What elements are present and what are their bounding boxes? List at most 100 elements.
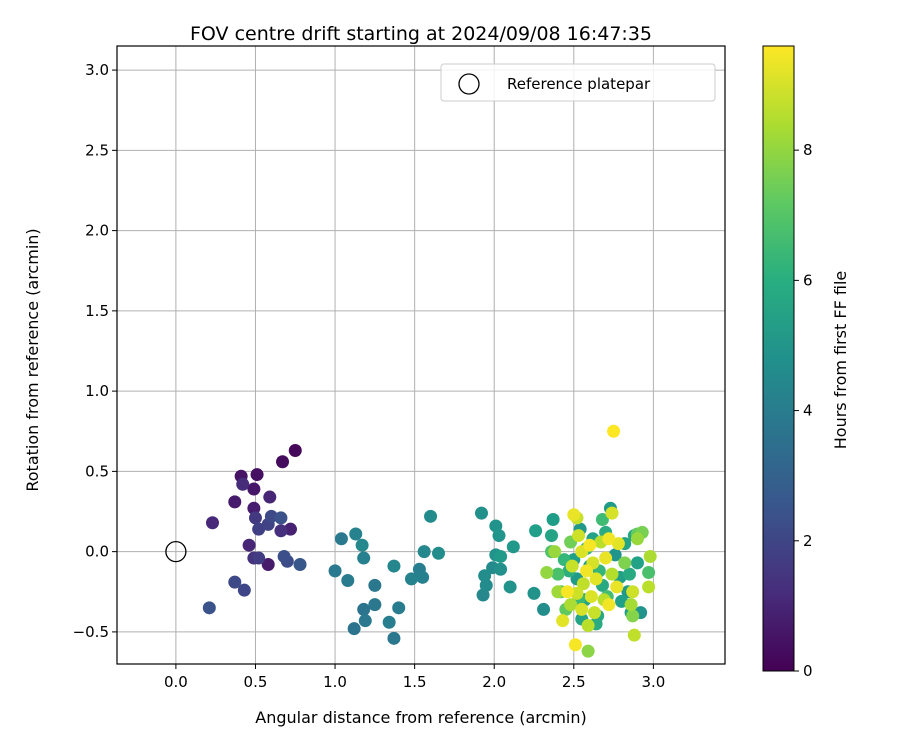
chart-title: FOV centre drift starting at 2024/09/08 …: [190, 23, 652, 45]
data-point: [548, 545, 562, 559]
data-point: [546, 513, 560, 527]
data-point: [630, 556, 644, 570]
colorbar: [762, 45, 795, 672]
colorbar-tick-label: 6: [803, 271, 813, 289]
data-point: [277, 549, 291, 563]
plot-frame: [116, 45, 726, 665]
data-point: [627, 628, 641, 642]
data-point: [576, 577, 590, 591]
data-point: [387, 559, 401, 573]
data-point: [618, 556, 632, 570]
data-point: [630, 532, 644, 546]
data-point: [357, 551, 371, 565]
data-point: [560, 585, 574, 599]
data-point: [205, 516, 219, 530]
colorbar-tick-label: 8: [803, 141, 813, 159]
data-point: [602, 598, 616, 612]
data-point: [537, 602, 551, 616]
x-axis-ticks: 0.0 0.5 1.0 1.5 2.0 2.5 3.0: [164, 664, 665, 691]
data-point: [479, 578, 493, 592]
data-point: [587, 606, 601, 620]
data-point: [565, 559, 579, 573]
data-point: [261, 557, 275, 571]
x-tick-label: 2.5: [562, 673, 586, 691]
data-point: [642, 580, 656, 594]
data-point: [589, 572, 603, 586]
colorbar-ticks: 0 2 4 6 8: [794, 141, 813, 680]
y-tick-label: −0.5: [73, 623, 109, 641]
data-point: [581, 618, 595, 632]
data-point: [368, 598, 382, 612]
data-point: [570, 586, 584, 600]
data-point: [568, 638, 582, 652]
y-tick-label: 1.5: [85, 302, 109, 320]
data-point: [605, 506, 619, 520]
data-point: [503, 580, 517, 594]
data-point: [237, 583, 251, 597]
data-point: [358, 614, 372, 628]
reference-marker: [165, 540, 187, 563]
data-point: [474, 506, 488, 520]
x-axis-label: Angular distance from reference (arcmin): [255, 708, 586, 727]
data-point: [478, 569, 492, 583]
data-point: [404, 572, 418, 586]
y-tick-label: 2.5: [85, 141, 109, 159]
data-point: [581, 644, 595, 658]
x-tick-label: 0.0: [164, 673, 188, 691]
data-point: [283, 522, 297, 536]
data-point: [417, 545, 431, 559]
data-point: [545, 529, 559, 543]
data-point: [349, 527, 363, 541]
data-point: [642, 566, 656, 580]
legend: Reference platepar: [440, 63, 716, 102]
data-point: [236, 477, 250, 491]
data-point: [432, 546, 446, 560]
data-point: [595, 513, 609, 527]
data-point: [605, 567, 619, 581]
data-point: [263, 490, 277, 504]
scatter-points: [202, 424, 657, 658]
y-tick-label: 0.0: [85, 543, 109, 561]
data-point: [583, 538, 597, 552]
data-point: [355, 538, 369, 552]
y-axis-label: Rotation from reference (arcmin): [23, 228, 42, 491]
data-point: [242, 538, 256, 552]
x-tick-label: 3.0: [641, 673, 665, 691]
data-point: [347, 622, 361, 636]
data-point: [492, 529, 506, 543]
y-tick-label: 2.0: [85, 222, 109, 240]
data-point: [264, 509, 278, 523]
data-point: [247, 482, 261, 496]
data-point: [293, 557, 307, 571]
data-point: [626, 585, 640, 599]
data-point: [494, 562, 508, 576]
reference-point-circle: [165, 540, 187, 563]
data-point: [424, 509, 438, 523]
data-point: [580, 564, 594, 578]
data-point: [276, 455, 290, 469]
colorbar-tick-label: 0: [803, 662, 813, 680]
data-point: [228, 575, 242, 589]
data-point: [551, 567, 565, 581]
data-point: [248, 511, 262, 525]
y-tick-label: 0.5: [85, 462, 109, 480]
data-point: [228, 495, 242, 509]
data-point: [551, 585, 565, 599]
data-point: [623, 567, 637, 581]
data-point: [626, 609, 640, 623]
colorbar-tick-label: 2: [803, 532, 813, 550]
data-point: [540, 566, 554, 580]
data-point: [274, 524, 288, 538]
data-point: [328, 564, 342, 578]
data-point: [202, 601, 216, 615]
data-point: [529, 524, 543, 538]
data-point: [527, 586, 541, 600]
data-point: [602, 532, 616, 546]
data-point: [610, 580, 624, 594]
colorbar-tick-label: 4: [803, 402, 813, 420]
legend-marker-circle-icon: [458, 73, 480, 95]
data-point: [334, 532, 348, 546]
data-point: [607, 424, 621, 438]
data-point: [599, 551, 613, 565]
